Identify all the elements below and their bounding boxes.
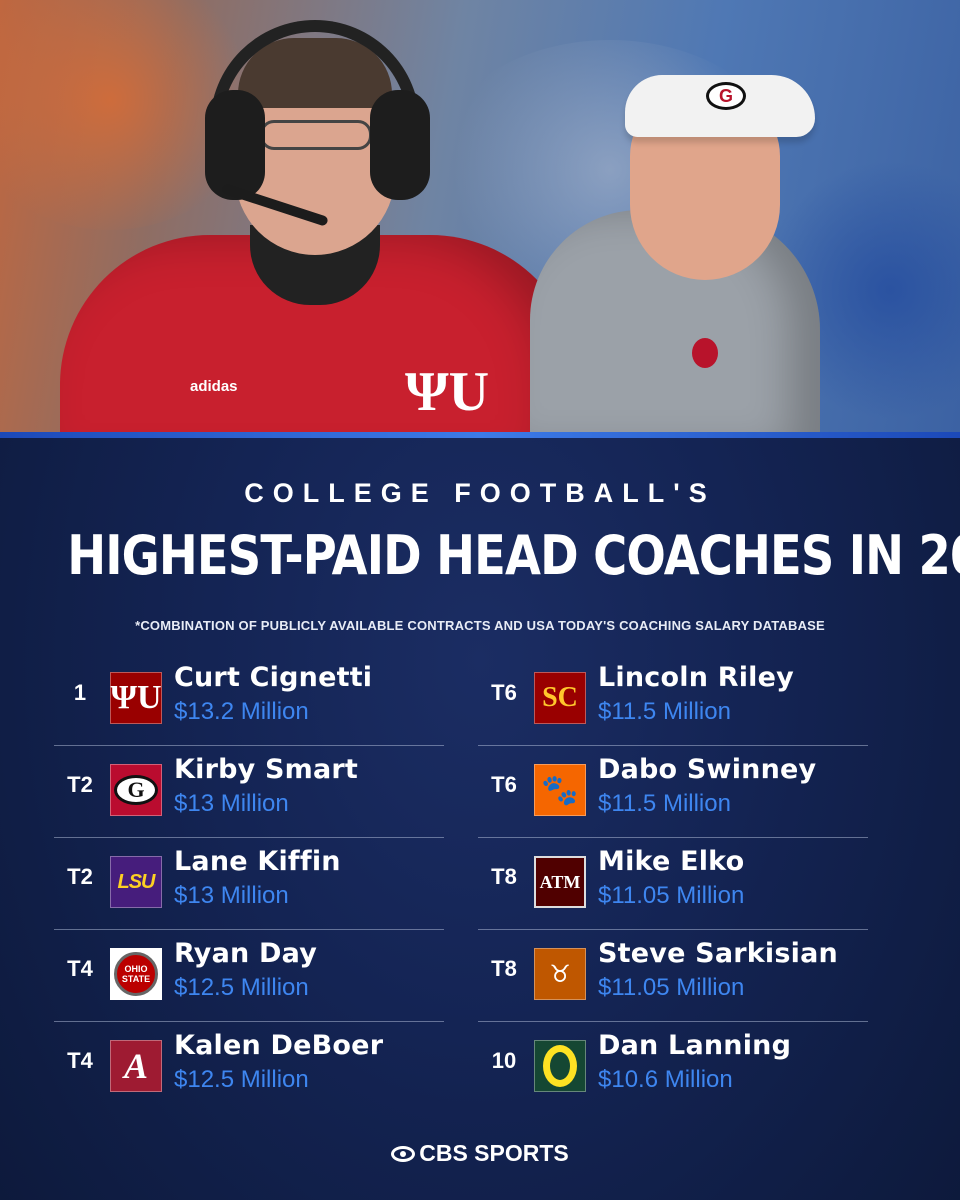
rank: 1 bbox=[73, 680, 87, 705]
coach-name: Curt Cignetti bbox=[174, 662, 373, 693]
coach-salary: $11.05 Million bbox=[598, 882, 745, 909]
ohio-state-logo-icon: OHIO STATE bbox=[110, 948, 162, 1000]
kicker: COLLEGE FOOTBALL'S bbox=[244, 478, 716, 508]
list-item: T2 G Kirby Smart $13 Million bbox=[54, 746, 444, 838]
list-item: T4 A Kalen DeBoer $12.5 Million bbox=[54, 1022, 444, 1114]
coach-name: Dabo Swinney bbox=[598, 754, 817, 785]
divider bbox=[0, 432, 960, 438]
indiana-logo-icon: ΨU bbox=[110, 672, 162, 724]
coach-salary: $11.5 Million bbox=[598, 698, 731, 725]
cbs-sports-logo: CBS SPORTS bbox=[0, 1140, 960, 1167]
coach-name: Dan Lanning bbox=[598, 1030, 792, 1061]
coach-salary: $10.6 Million bbox=[598, 1066, 733, 1093]
coach-salary: $12.5 Million bbox=[174, 1066, 309, 1093]
list-item: T8 ATM Mike Elko $11.05 Million bbox=[478, 838, 868, 930]
list-item: T4 OHIO STATE Ryan Day $12.5 Million bbox=[54, 930, 444, 1022]
georgia-logo-icon: G bbox=[110, 764, 162, 816]
lsu-logo-icon: LSU bbox=[110, 856, 162, 908]
clemson-paw-icon: 🐾 bbox=[534, 764, 586, 816]
hero-photo: adidas ΨU G bbox=[0, 0, 960, 434]
list-item: T2 LSU Lane Kiffin $13 Million bbox=[54, 838, 444, 930]
indiana-jacket-logo: ΨU bbox=[405, 361, 490, 423]
list-item: 1 ΨU Curt Cignetti $13.2 Million bbox=[54, 654, 444, 746]
coach-salary: $13 Million bbox=[174, 882, 289, 909]
alabama-logo-icon: A bbox=[110, 1040, 162, 1092]
usc-logo-icon: SC bbox=[534, 672, 586, 724]
coach-name: Lincoln Riley bbox=[598, 662, 794, 693]
list-item: 10 Dan Lanning $10.6 Million bbox=[478, 1022, 868, 1114]
georgia-visor-logo: G bbox=[706, 82, 746, 110]
rank: T6 bbox=[491, 680, 517, 705]
texas-am-logo-icon: ATM bbox=[534, 856, 586, 908]
coach-name: Ryan Day bbox=[174, 938, 318, 969]
list-item: T6 🐾 Dabo Swinney $11.5 Million bbox=[478, 746, 868, 838]
coach-salary: $11.05 Million bbox=[598, 974, 745, 1001]
list-item: T8 ♉ Steve Sarkisian $11.05 Million bbox=[478, 930, 868, 1022]
rank-list-right: T6 SC Lincoln Riley $11.5 Million T6 🐾 D… bbox=[478, 654, 868, 1114]
texas-longhorn-icon: ♉ bbox=[534, 948, 586, 1000]
rank: T4 bbox=[67, 956, 93, 981]
coach-salary: $11.5 Million bbox=[598, 790, 731, 817]
coach-name: Steve Sarkisian bbox=[598, 938, 838, 969]
coach-salary: $13 Million bbox=[174, 790, 289, 817]
rank: 10 bbox=[491, 1048, 517, 1073]
page-title: HIGHEST-PAID HEAD COACHES IN 2026 bbox=[67, 524, 960, 587]
coach-salary: $13.2 Million bbox=[174, 698, 309, 725]
coach-name: Mike Elko bbox=[598, 846, 745, 877]
bulldog-patch-icon bbox=[692, 338, 718, 368]
rank: T8 bbox=[491, 864, 517, 889]
list-item: T6 SC Lincoln Riley $11.5 Million bbox=[478, 654, 868, 746]
coach-name: Kalen DeBoer bbox=[174, 1030, 384, 1061]
footnote: *COMBINATION OF PUBLICLY AVAILABLE CONTR… bbox=[135, 618, 825, 633]
oregon-logo-icon bbox=[534, 1040, 586, 1092]
cbs-eye-icon bbox=[391, 1145, 416, 1162]
coach-name: Kirby Smart bbox=[174, 754, 359, 785]
rank: T8 bbox=[491, 956, 517, 981]
coach-photo-georgia: G bbox=[530, 20, 830, 434]
adidas-logo: adidas bbox=[190, 378, 238, 395]
rank-list-left: 1 ΨU Curt Cignetti $13.2 Million T2 G Ki… bbox=[54, 654, 444, 1114]
coach-photo-indiana: adidas ΨU bbox=[60, 20, 580, 434]
rank: T4 bbox=[67, 1048, 93, 1073]
brand-label: CBS SPORTS bbox=[419, 1140, 569, 1166]
rank: T2 bbox=[67, 864, 93, 889]
rank: T6 bbox=[491, 772, 517, 797]
rank: T2 bbox=[67, 772, 93, 797]
coach-name: Lane Kiffin bbox=[174, 846, 341, 877]
coach-salary: $12.5 Million bbox=[174, 974, 309, 1001]
